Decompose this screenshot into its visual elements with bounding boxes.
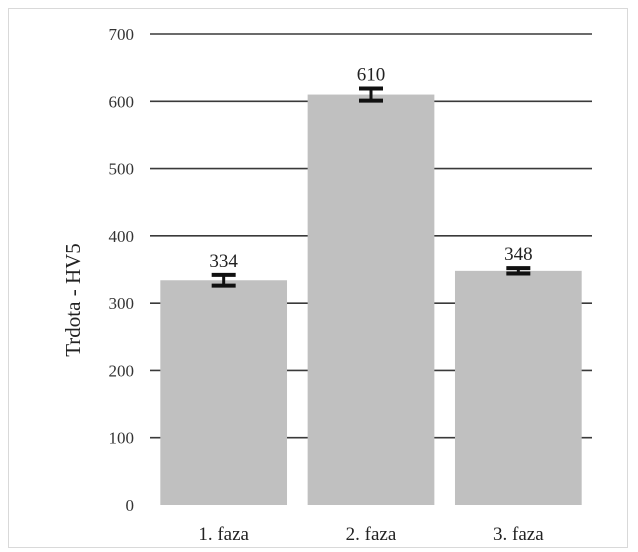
y-tick-label-700: 700 (109, 25, 135, 44)
category-label-1: 1. faza (198, 524, 249, 545)
y-tick-label-0: 0 (126, 496, 135, 515)
bar-1 (160, 280, 288, 505)
bars (160, 94, 582, 506)
data-label-2: 610 (357, 65, 386, 86)
x-axis-categories: 1. faza 2. faza 3. faza (198, 524, 544, 545)
error-bar-2 (359, 86, 383, 103)
category-label-3: 3. faza (493, 524, 544, 545)
y-tick-label-100: 100 (109, 429, 135, 448)
error-bar-3 (506, 266, 531, 276)
bar-3 (454, 270, 582, 505)
error-bars (211, 86, 531, 288)
y-tick-label-600: 600 (109, 92, 135, 111)
y-tick-label-500: 500 (109, 160, 135, 179)
y-tick-label-400: 400 (109, 227, 135, 246)
data-labels: 334 610 348 (209, 65, 532, 272)
y-tick-label-200: 200 (109, 361, 135, 380)
data-label-1: 334 (209, 251, 238, 272)
category-label-2: 2. faza (346, 524, 397, 545)
data-label-3: 348 (504, 244, 533, 265)
bar-2 (307, 94, 435, 506)
y-axis-ticks: 0 100 200 300 400 500 600 700 (109, 25, 135, 515)
y-tick-label-300: 300 (109, 294, 135, 313)
error-bar-1 (211, 272, 236, 288)
y-axis-label: Trdota - HV5 (61, 243, 85, 357)
